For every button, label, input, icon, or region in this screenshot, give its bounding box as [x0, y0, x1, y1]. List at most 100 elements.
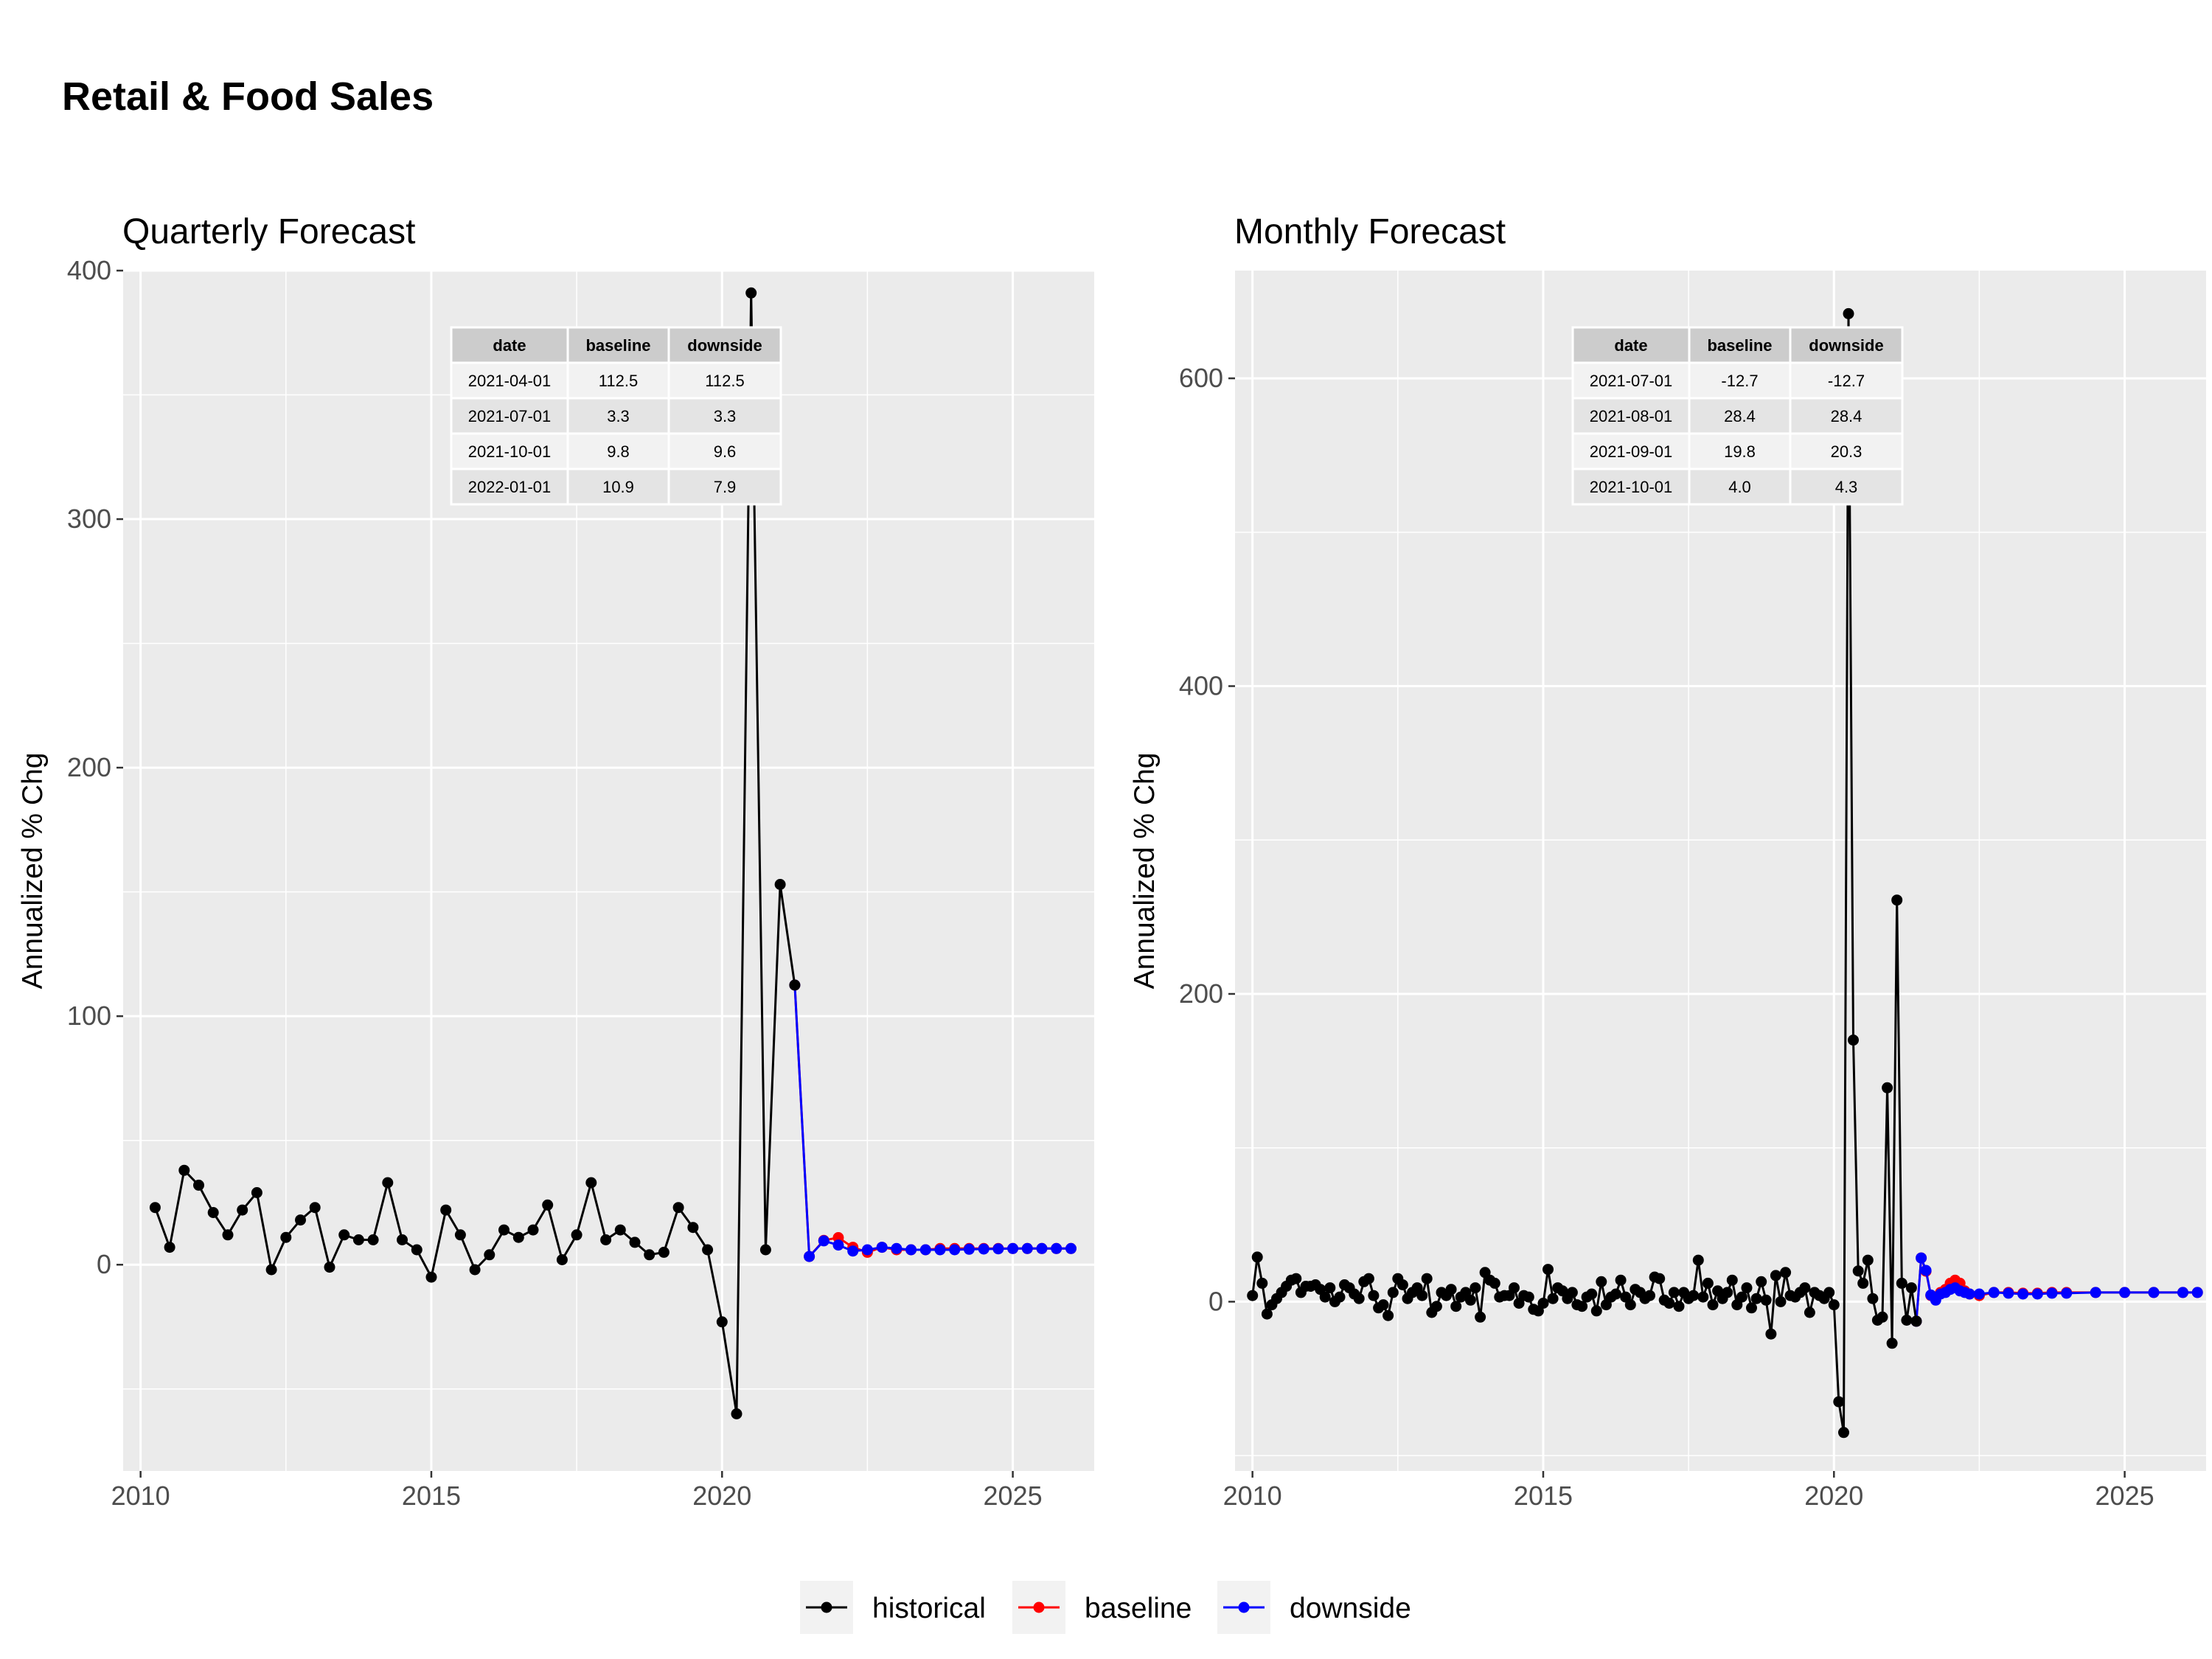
- data-point-historical: [1896, 1277, 1907, 1289]
- data-point-historical: [397, 1234, 408, 1245]
- data-point-historical: [1430, 1301, 1442, 1312]
- data-point-historical: [1823, 1287, 1835, 1298]
- data-point-downside: [2061, 1287, 2073, 1299]
- data-point-historical: [1746, 1302, 1757, 1314]
- y-tick-label: 400: [1179, 671, 1223, 701]
- data-point-historical: [1261, 1308, 1273, 1320]
- data-point-historical: [1247, 1290, 1259, 1301]
- data-point-historical: [702, 1244, 714, 1256]
- y-tick-label: 400: [67, 255, 111, 285]
- data-point-historical: [1891, 894, 1903, 906]
- y-tick-label: 300: [67, 504, 111, 534]
- data-point-downside: [963, 1243, 975, 1255]
- series-historical: [149, 287, 801, 1419]
- data-point-historical: [1319, 1291, 1331, 1303]
- data-point-historical: [585, 1177, 597, 1189]
- data-point-historical: [1382, 1310, 1394, 1321]
- table-cell-text: 2021-10-01: [1590, 478, 1673, 496]
- x-tick-label: 2010: [111, 1481, 170, 1511]
- table-cell: [566, 467, 670, 506]
- data-point-historical: [1290, 1273, 1302, 1284]
- data-point-historical: [1624, 1299, 1636, 1311]
- data-point-historical: [1615, 1274, 1627, 1286]
- legend-item-downside: downside: [1217, 1581, 1411, 1634]
- table-cell: [1688, 361, 1792, 400]
- table-cell-text: 112.5: [705, 372, 744, 390]
- data-point-historical: [658, 1246, 669, 1258]
- data-point-historical: [1654, 1273, 1666, 1284]
- data-point-historical: [1780, 1267, 1792, 1279]
- data-point-historical: [1663, 1298, 1675, 1309]
- legend-label: historical: [872, 1593, 986, 1624]
- legend-key-point: [1238, 1601, 1250, 1613]
- data-point-historical: [484, 1249, 495, 1261]
- data-point-historical: [338, 1229, 350, 1241]
- data-point-historical: [164, 1242, 175, 1253]
- table-header-text: date: [493, 336, 526, 355]
- data-point-historical: [1596, 1276, 1607, 1287]
- data-point-historical: [1838, 1427, 1849, 1439]
- data-point-downside: [1988, 1287, 2000, 1298]
- data-point-downside: [1036, 1242, 1048, 1254]
- data-point-historical: [237, 1204, 248, 1216]
- data-point-downside: [804, 1251, 815, 1262]
- table-cell: [1688, 467, 1792, 506]
- x-tick-label: 2025: [2096, 1481, 2154, 1511]
- data-point-downside: [949, 1244, 961, 1256]
- data-point-historical: [1470, 1282, 1481, 1294]
- table-cell-text: 2021-07-01: [1590, 372, 1673, 390]
- data-point-historical: [571, 1229, 582, 1241]
- table-cell-text: 2021-07-01: [468, 407, 552, 425]
- data-point-historical: [1726, 1274, 1738, 1286]
- data-point-historical: [1445, 1284, 1457, 1295]
- data-point-downside: [1973, 1288, 1985, 1300]
- data-point-historical: [1877, 1311, 1888, 1323]
- table-cell: [1789, 361, 1904, 400]
- data-point-historical: [1775, 1295, 1787, 1307]
- data-point-historical: [1387, 1287, 1399, 1298]
- forecast-table: date baseline downside 2021-07-01 -12.7 -12.7…: [1571, 326, 1904, 506]
- panel-quarterly: 2010 2015 2020 2025 0 100 200 300 400 Annualized …: [17, 255, 1094, 1511]
- data-point-historical: [1770, 1270, 1781, 1281]
- y-axis-label: Annualized % Chg: [1129, 753, 1161, 990]
- table-cell-text: 2021-09-01: [1590, 442, 1673, 461]
- data-point-downside: [847, 1245, 859, 1257]
- data-point-downside: [818, 1235, 830, 1247]
- data-point-historical: [1673, 1301, 1685, 1312]
- table-cell: [667, 361, 782, 400]
- data-point-historical: [512, 1231, 524, 1243]
- data-point-downside: [2031, 1288, 2043, 1300]
- table-cell-text: 2022-01-01: [468, 478, 552, 496]
- legend-key-point: [821, 1601, 832, 1613]
- data-point-historical: [600, 1234, 612, 1245]
- data-point-historical: [614, 1224, 626, 1236]
- data-point-historical: [1760, 1294, 1772, 1306]
- data-point-historical: [1886, 1338, 1898, 1349]
- data-point-downside: [832, 1239, 844, 1251]
- data-point-historical: [1590, 1305, 1602, 1317]
- data-point-historical: [1750, 1293, 1762, 1304]
- table-cell-text: 9.8: [607, 442, 630, 461]
- data-point-downside: [2003, 1287, 2014, 1299]
- data-point-historical: [1377, 1299, 1389, 1311]
- x-tick-label: 2020: [1804, 1481, 1863, 1511]
- data-point-historical: [1324, 1282, 1336, 1294]
- y-tick-label: 200: [67, 752, 111, 782]
- table-cell-text: 3.3: [607, 407, 630, 425]
- data-point-downside: [1051, 1242, 1062, 1254]
- y-tick-label: 200: [1179, 978, 1223, 1009]
- data-point-historical: [759, 1244, 771, 1256]
- table-cell-text: -12.7: [1828, 372, 1865, 390]
- data-point-downside: [891, 1242, 902, 1254]
- data-point-historical: [1586, 1288, 1598, 1300]
- data-point-historical: [1867, 1293, 1879, 1304]
- data-point-historical: [1547, 1293, 1559, 1304]
- data-point-historical: [1688, 1290, 1700, 1301]
- table-cell-text: 4.0: [1728, 478, 1751, 496]
- data-point-historical: [1353, 1293, 1365, 1304]
- data-point-historical: [324, 1262, 335, 1273]
- table-cell-text: 2021-10-01: [468, 442, 552, 461]
- data-point-historical: [251, 1187, 262, 1198]
- data-point-historical: [629, 1237, 641, 1248]
